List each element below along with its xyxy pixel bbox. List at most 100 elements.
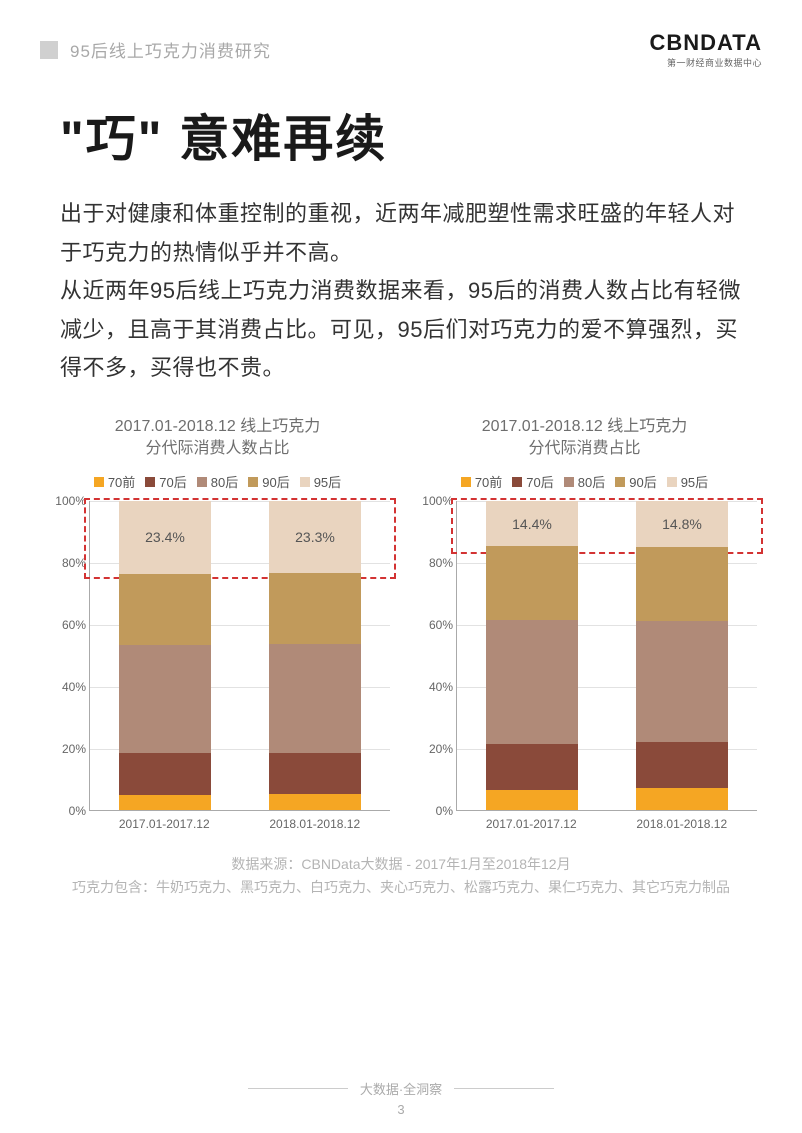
source-line-2: 巧克力包含：牛奶巧克力、黑巧克力、白巧克力、夹心巧克力、松露巧克力、果仁巧克力、… bbox=[50, 876, 752, 898]
x-tick-label: 2017.01-2017.12 bbox=[99, 817, 229, 831]
bar-segment bbox=[636, 547, 728, 621]
legend-item: 90后 bbox=[615, 472, 656, 491]
legend-swatch-icon bbox=[248, 477, 258, 487]
paragraph-1: 出于对健康和体重控制的重视，近两年减肥塑性需求旺盛的年轻人对于巧克力的热情似乎并… bbox=[60, 195, 742, 272]
bar-column: 14.4% bbox=[486, 501, 578, 810]
y-tick-label: 0% bbox=[46, 804, 86, 818]
body-text: 出于对健康和体重控制的重视，近两年减肥塑性需求旺盛的年轻人对于巧克力的热情似乎并… bbox=[0, 195, 802, 388]
x-axis-labels: 2017.01-2017.12 2018.01-2018.12 bbox=[89, 817, 390, 831]
chart-left: 2017.01-2018.12 线上巧克力分代际消费人数占比 70前 70后 80后 9… bbox=[45, 416, 390, 832]
y-tick-label: 20% bbox=[413, 742, 453, 756]
bar-segment bbox=[486, 620, 578, 744]
legend-label: 80后 bbox=[578, 472, 605, 491]
legend-swatch-icon bbox=[145, 477, 155, 487]
x-tick-label: 2018.01-2018.12 bbox=[250, 817, 380, 831]
bar-segment bbox=[119, 574, 211, 645]
legend-swatch-icon bbox=[512, 477, 522, 487]
logo-sub: 第一财经商业数据中心 bbox=[650, 56, 763, 69]
bar-segment: 23.3% bbox=[269, 501, 361, 573]
charts-row: 2017.01-2018.12 线上巧克力分代际消费人数占比 70前 70后 80后 9… bbox=[0, 388, 802, 832]
legend-swatch-icon bbox=[564, 477, 574, 487]
bar-segment bbox=[636, 621, 728, 742]
chart-right: 2017.01-2018.12 线上巧克力分代际消费占比 70前 70后 80后 90后… bbox=[412, 416, 757, 832]
page-header: 95后线上巧克力消费研究 CBNDATA 第一财经商业数据中心 bbox=[0, 0, 802, 79]
x-tick-label: 2017.01-2017.12 bbox=[466, 817, 596, 831]
legend-swatch-icon bbox=[461, 477, 471, 487]
logo: CBNDATA 第一财经商业数据中心 bbox=[650, 30, 763, 69]
bar-segment bbox=[486, 546, 578, 620]
legend-swatch-icon bbox=[94, 477, 104, 487]
legend-item: 70后 bbox=[145, 472, 186, 491]
y-tick-label: 0% bbox=[413, 804, 453, 818]
legend-label: 90后 bbox=[629, 472, 656, 491]
chart-plot: 0%20%40%60%80%100%23.4%23.3% bbox=[89, 501, 390, 811]
chart-legend: 70前 70后 80后 90后 95后 bbox=[45, 472, 390, 491]
bar-segment bbox=[119, 645, 211, 753]
bar-segment bbox=[636, 742, 728, 788]
bar-segment bbox=[636, 788, 728, 810]
chart-plot: 0%20%40%60%80%100%14.4%14.8% bbox=[456, 501, 757, 811]
legend-item: 95后 bbox=[667, 472, 708, 491]
logo-main: CBNDATA bbox=[650, 30, 763, 56]
legend-label: 90后 bbox=[262, 472, 289, 491]
bar-segment bbox=[119, 753, 211, 795]
bar-segment bbox=[269, 573, 361, 644]
y-tick-label: 100% bbox=[413, 494, 453, 508]
footer-line: 大数据·全洞察 bbox=[0, 1079, 802, 1098]
legend-swatch-icon bbox=[667, 477, 677, 487]
legend-item: 95后 bbox=[300, 472, 341, 491]
x-tick-label: 2018.01-2018.12 bbox=[617, 817, 747, 831]
legend-label: 80后 bbox=[211, 472, 238, 491]
segment-value-label: 14.8% bbox=[662, 516, 702, 532]
legend-label: 70前 bbox=[108, 472, 135, 491]
bar-segment bbox=[119, 795, 211, 810]
source-line-1: 数据来源：CBNData大数据 - 2017年1月至2018年12月 bbox=[50, 853, 752, 875]
legend-item: 80后 bbox=[197, 472, 238, 491]
legend-label: 70后 bbox=[526, 472, 553, 491]
bar-segment bbox=[269, 753, 361, 795]
legend-label: 70前 bbox=[475, 472, 502, 491]
x-axis-labels: 2017.01-2017.12 2018.01-2018.12 bbox=[456, 817, 757, 831]
chart-legend: 70前 70后 80后 90后 95后 bbox=[412, 472, 757, 491]
legend-item: 80后 bbox=[564, 472, 605, 491]
header-left: 95后线上巧克力消费研究 bbox=[40, 37, 271, 62]
bar-segment: 14.4% bbox=[486, 501, 578, 545]
footer-rule-left bbox=[248, 1088, 348, 1089]
chart-title: 2017.01-2018.12 线上巧克力分代际消费人数占比 bbox=[45, 416, 390, 461]
y-tick-label: 40% bbox=[413, 680, 453, 694]
footer-text: 大数据·全洞察 bbox=[360, 1079, 442, 1098]
y-tick-label: 20% bbox=[46, 742, 86, 756]
bar-column: 14.8% bbox=[636, 501, 728, 810]
legend-label: 95后 bbox=[681, 472, 708, 491]
y-tick-label: 60% bbox=[413, 618, 453, 632]
legend-item: 70前 bbox=[461, 472, 502, 491]
bar-segment bbox=[486, 790, 578, 810]
legend-item: 70前 bbox=[94, 472, 135, 491]
legend-label: 70后 bbox=[159, 472, 186, 491]
legend-item: 90后 bbox=[248, 472, 289, 491]
bar-segment: 14.8% bbox=[636, 501, 728, 547]
legend-swatch-icon bbox=[197, 477, 207, 487]
segment-value-label: 23.3% bbox=[295, 529, 335, 545]
legend-item: 70后 bbox=[512, 472, 553, 491]
y-tick-label: 80% bbox=[413, 556, 453, 570]
bar-segment bbox=[269, 644, 361, 752]
page-title: "巧" 意难再续 bbox=[0, 79, 802, 195]
bar-segment: 23.4% bbox=[119, 501, 211, 573]
bars-area: 14.4% 14.8% bbox=[457, 501, 757, 810]
paragraph-2: 从近两年95后线上巧克力消费数据来看，95后的消费人数占比有轻微减少，且高于其消… bbox=[60, 272, 742, 388]
legend-swatch-icon bbox=[615, 477, 625, 487]
footer: 大数据·全洞察 3 bbox=[0, 1079, 802, 1117]
y-tick-label: 100% bbox=[46, 494, 86, 508]
legend-swatch-icon bbox=[300, 477, 310, 487]
bar-segment bbox=[486, 744, 578, 790]
bar-column: 23.3% bbox=[269, 501, 361, 810]
source-note: 数据来源：CBNData大数据 - 2017年1月至2018年12月 巧克力包含… bbox=[0, 831, 802, 898]
y-tick-label: 40% bbox=[46, 680, 86, 694]
segment-value-label: 23.4% bbox=[145, 529, 185, 545]
bars-area: 23.4% 23.3% bbox=[90, 501, 390, 810]
legend-label: 95后 bbox=[314, 472, 341, 491]
chart-title: 2017.01-2018.12 线上巧克力分代际消费占比 bbox=[412, 416, 757, 461]
y-tick-label: 60% bbox=[46, 618, 86, 632]
page-number: 3 bbox=[0, 1102, 802, 1117]
